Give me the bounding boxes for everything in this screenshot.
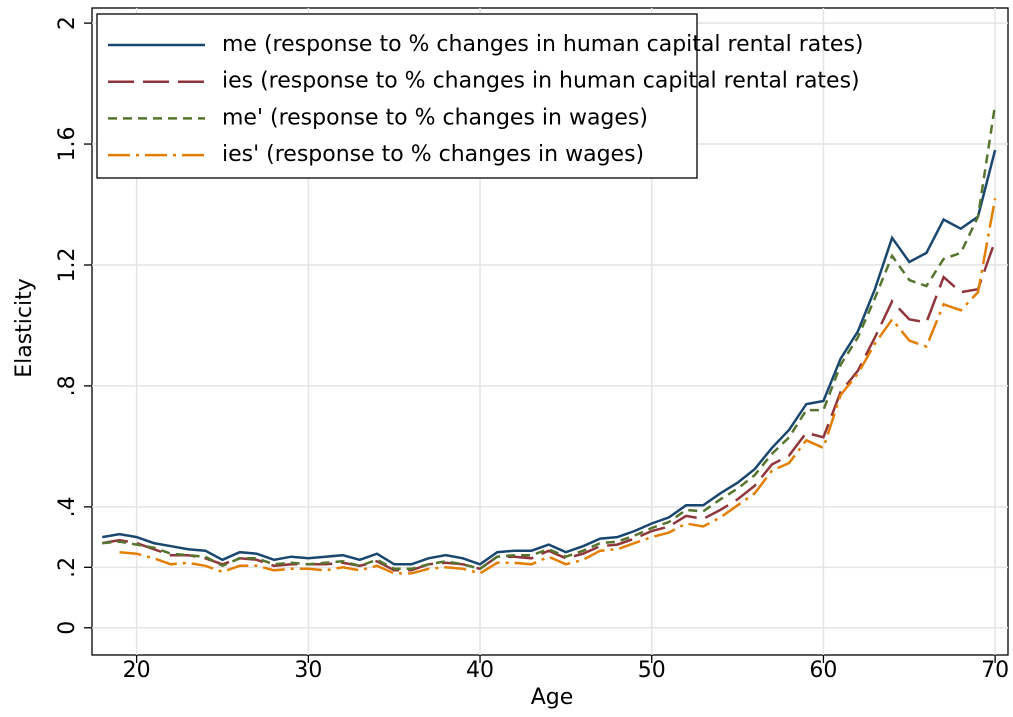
legend-box — [96, 13, 698, 179]
x-tick-label: 30 — [294, 658, 322, 683]
legend: me (response to % changes in human capit… — [96, 13, 864, 179]
legend-label: ies' (response to % changes in wages) — [222, 142, 644, 167]
legend-label: me (response to % changes in human capit… — [222, 32, 864, 57]
y-tick-label: 1.6 — [55, 127, 80, 162]
y-tick-label: .2 — [55, 557, 80, 578]
lines — [102, 104, 997, 575]
y-axis-title: Elasticity — [12, 278, 37, 378]
legend-label: me' (response to % changes in wages) — [222, 105, 648, 130]
series-line — [119, 198, 997, 575]
series-line — [102, 149, 997, 566]
series-line — [102, 104, 997, 571]
y-tick-label: .8 — [55, 375, 80, 396]
x-tick-label: 60 — [809, 658, 837, 683]
x-axis-title: Age — [531, 685, 574, 710]
x-tick-label: 50 — [638, 658, 666, 683]
x-tick-label: 40 — [466, 658, 494, 683]
y-tick-label: 1.2 — [55, 247, 80, 282]
y-tick-label: .4 — [55, 496, 80, 517]
y-tick-label: 0 — [55, 621, 80, 635]
legend-label: ies (response to % changes in human capi… — [222, 69, 860, 94]
y-tick-label: 2 — [55, 16, 80, 30]
x-tick-label: 20 — [123, 658, 151, 683]
x-tick-label: 70 — [981, 658, 1009, 683]
